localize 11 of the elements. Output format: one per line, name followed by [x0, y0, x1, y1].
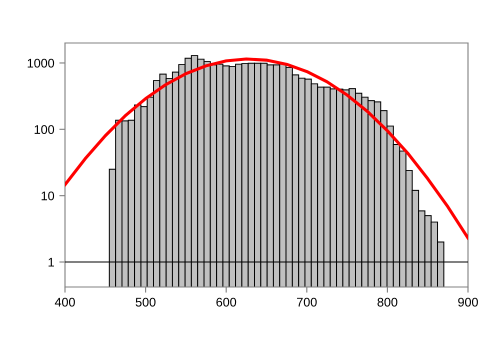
- y-tick-label: 100: [34, 125, 54, 134]
- x-tick-label: 600: [216, 298, 236, 307]
- y-tick-label: 1000: [28, 58, 54, 68]
- x-tick-label: 800: [378, 298, 398, 307]
- x-tick-label: 900: [458, 298, 478, 307]
- x-tick-label: 700: [297, 298, 317, 307]
- y-tick-label: 10: [42, 191, 54, 200]
- line-series: [65, 57, 468, 240]
- x-tick-label: 400: [54, 298, 75, 307]
- y-tick-label: 1: [48, 258, 54, 267]
- x-tick-label: 500: [136, 298, 156, 307]
